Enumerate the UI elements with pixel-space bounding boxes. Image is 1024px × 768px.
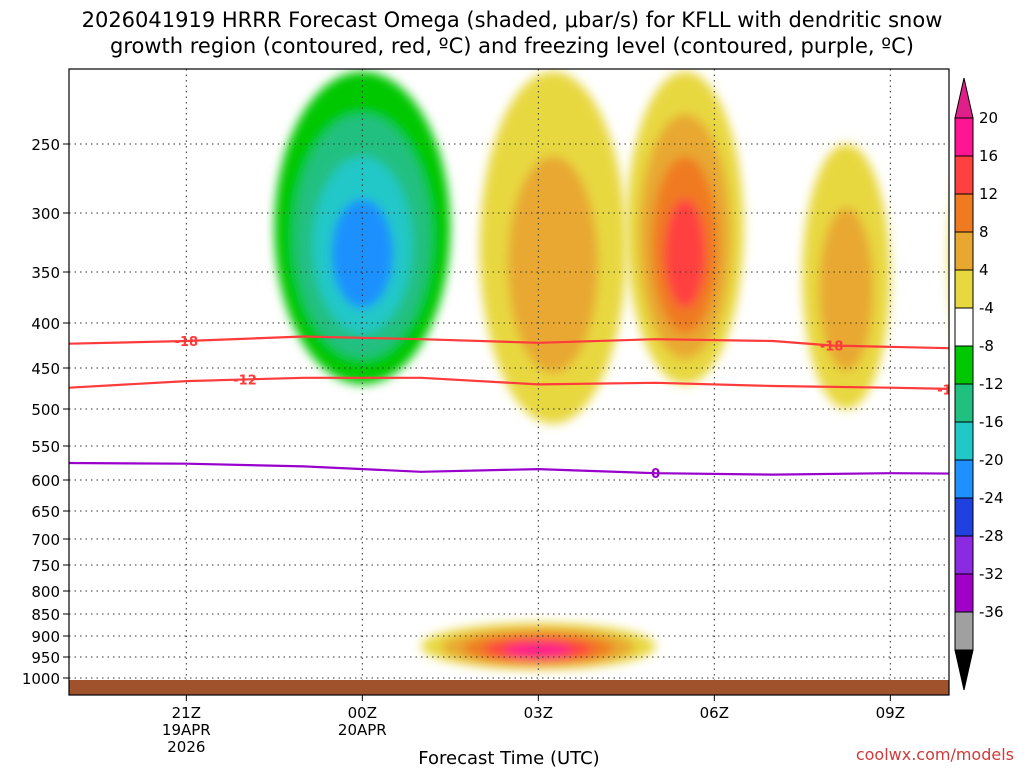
colorbar-top-arrow — [954, 77, 974, 119]
y-tick-label-800: 800 — [31, 583, 60, 601]
omega-feature-0 — [274, 71, 451, 385]
colorbar-segment-7 — [954, 383, 974, 423]
y-tick-label-750: 750 — [31, 557, 60, 575]
y-tick-label-250: 250 — [31, 136, 60, 154]
contour-label-dgz-bottom-0: -12 — [233, 373, 257, 388]
colorbar-label-9: -20 — [979, 451, 1004, 469]
x-tick-label-0-1: 19APR — [162, 721, 211, 739]
x-tick-label-9-0: 06Z — [700, 704, 729, 722]
colorbar-label-12: -32 — [979, 565, 1004, 583]
y-tick-label-450: 450 — [31, 360, 60, 378]
x-axis: 21Z19APR202600Z20APR03Z06Z09Z12Z — [162, 695, 905, 756]
x-tick-label-0-2: 2026 — [167, 738, 205, 756]
plot-border — [68, 68, 950, 696]
omega-feature-7 — [420, 622, 656, 670]
omega-feature-3 — [802, 144, 891, 409]
colorbar-label-5: -4 — [979, 299, 994, 317]
contour-label-freezing-level-1: 0 — [1003, 469, 1012, 484]
y-tick-label-400: 400 — [31, 315, 60, 333]
colorbar-bottom-arrow — [954, 649, 974, 691]
y-tick-label-950: 950 — [31, 649, 60, 667]
colorbar-label-3: 8 — [979, 223, 989, 241]
x-tick-label-6-0: 03Z — [524, 704, 553, 722]
y-axis: 250 300 350 400 450 500 550 600 650 700 750 800 850 9… — [22, 136, 69, 688]
omega-level-1-1 — [507, 156, 599, 373]
omega-feature-1 — [479, 71, 627, 424]
colorbar-segment-0 — [954, 117, 974, 157]
omega-level-0-3 — [331, 199, 393, 308]
contour-label-dgz-top-1: -18 — [820, 340, 844, 355]
colorbar-segment-13 — [954, 611, 974, 651]
omega-level-2-3 — [664, 199, 706, 308]
x-tick-label-12-0: 09Z — [876, 704, 905, 722]
colorbar-segment-9 — [954, 459, 974, 499]
contour-freezing-level — [69, 461, 949, 476]
omega-level-4-4 — [1001, 239, 1024, 346]
y-tick-label-350: 350 — [31, 264, 60, 282]
contour-lines: -18 -18 -12 -12 0 0 — [69, 335, 1012, 484]
y-tick-label-650: 650 — [31, 503, 60, 521]
contour-label-dgz-bottom-1: -12 — [937, 383, 961, 398]
y-tick-label-500: 500 — [31, 401, 60, 419]
colorbar-label-7: -12 — [979, 375, 1004, 393]
y-tick-label-550: 550 — [31, 438, 60, 456]
colorbar-segment-2 — [954, 193, 974, 233]
colorbar-segment-11 — [954, 535, 974, 575]
omega-level-7-4 — [504, 643, 572, 658]
x-tick-label-0-0: 21Z — [172, 704, 201, 722]
colorbar-label-0: 20 — [979, 109, 998, 127]
y-tick-label-850: 850 — [31, 606, 60, 624]
contour-dgz-top — [69, 335, 949, 350]
x-tick-label-3-0: 00Z — [348, 704, 377, 722]
y-tick-label-900: 900 — [31, 628, 60, 646]
colorbar-segment-3 — [954, 231, 974, 271]
colorbar-segment-5 — [954, 307, 974, 347]
x-tick-label-3-1: 20APR — [338, 721, 387, 739]
colorbar-label-10: -24 — [979, 489, 1004, 507]
colorbar-label-13: -36 — [979, 603, 1004, 621]
site-credit: coolwx.com/models — [856, 745, 1014, 764]
ground-surface — [69, 680, 949, 695]
colorbar: 20 16 12 8 4 -4 -8 -12 -16 -20 -24 -28 -32 -36 — [954, 77, 1004, 691]
y-tick-label-700: 700 — [31, 531, 60, 549]
y-tick-label-300: 300 — [31, 205, 60, 223]
colorbar-label-2: 12 — [979, 185, 998, 203]
colorbar-label-8: -16 — [979, 413, 1004, 431]
colorbar-segment-10 — [954, 497, 974, 537]
colorbar-segment-8 — [954, 421, 974, 461]
colorbar-label-11: -28 — [979, 527, 1004, 545]
omega-level-3-1 — [819, 207, 874, 371]
colorbar-label-6: -8 — [979, 337, 994, 355]
chart-title-line-1: 2026041919 HRRR Forecast Omega (shaded, … — [82, 8, 943, 32]
colorbar-label-1: 16 — [979, 147, 998, 165]
colorbar-segment-4 — [954, 269, 974, 309]
y-tick-label-1000: 1000 — [22, 670, 60, 688]
colorbar-segment-1 — [954, 155, 974, 195]
y-tick-label-600: 600 — [31, 472, 60, 490]
gridlines — [69, 69, 949, 695]
colorbar-label-4: 4 — [979, 261, 989, 279]
omega-feature-2 — [626, 71, 744, 385]
contour-dgz-bottom — [69, 376, 949, 391]
colorbar-segment-12 — [954, 573, 974, 613]
omega-shading — [274, 71, 1024, 670]
chart-title-line-2: growth region (contoured, red, ºC) and f… — [110, 34, 914, 58]
x-axis-title: Forecast Time (UTC) — [418, 748, 599, 768]
colorbar-segment-6 — [954, 345, 974, 385]
contour-label-freezing-level-0: 0 — [651, 467, 660, 482]
contour-label-dgz-top-0: -18 — [175, 335, 199, 350]
